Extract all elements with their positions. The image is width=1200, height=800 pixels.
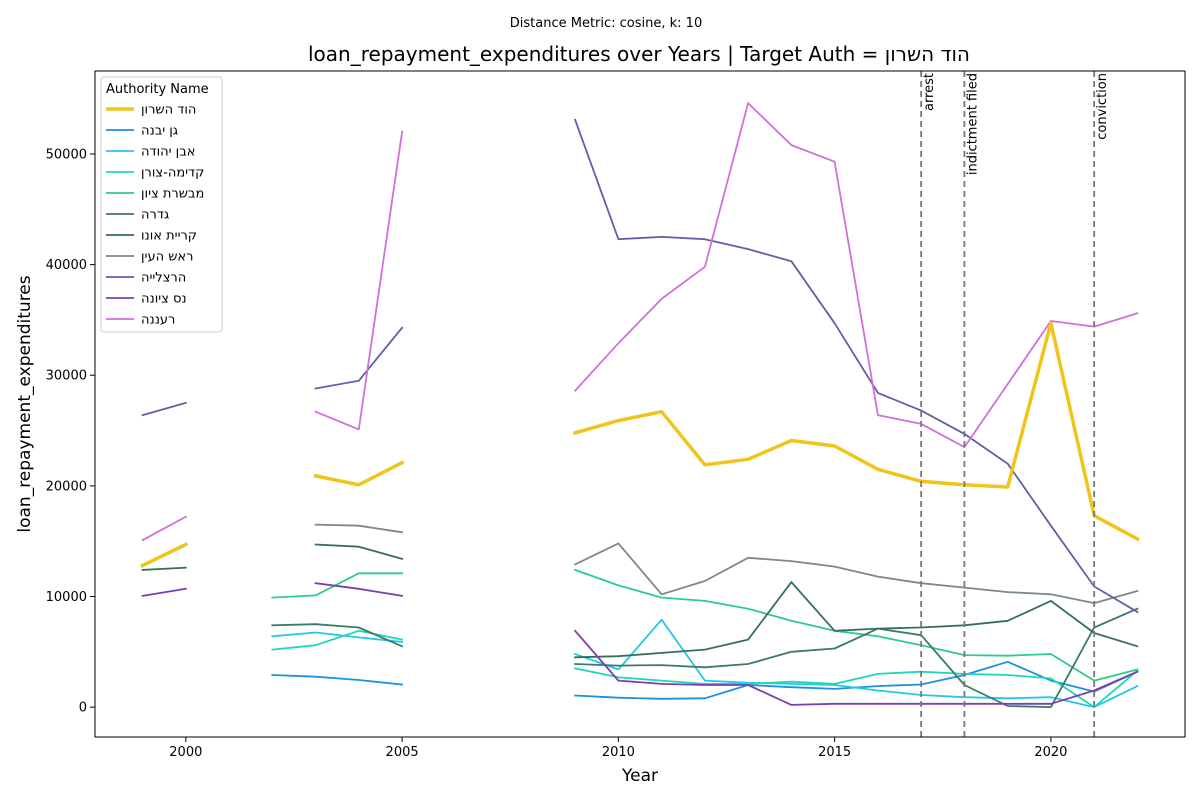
y-tick-label-4: 40000 [46, 258, 87, 273]
series-line-10 [573, 102, 1139, 448]
series-line-4 [271, 572, 403, 599]
series-line-0 [572, 321, 1140, 542]
legend-items: הוד השרון גן יבנה אבן יהודה קדימה-צורן מבשרת… [106, 103, 204, 328]
series-line-7 [573, 542, 1139, 604]
event-label-1: indictment filed [965, 73, 980, 175]
series-line-10 [314, 130, 404, 431]
series-line-8 [314, 326, 404, 390]
series-line-7 [314, 523, 404, 534]
series-line-0 [140, 542, 189, 568]
y-axis: 0 10000 20000 30000 40000 50000 [46, 147, 95, 716]
series-line-8 [141, 401, 187, 417]
legend-label-10: רעננה [141, 313, 175, 328]
plot-frame [94, 70, 1186, 738]
legend-frame [100, 76, 223, 333]
x-tick-label-2: 2010 [602, 745, 635, 760]
series-line-8 [573, 118, 1139, 614]
legend: Authority Name הוד השרון גן יבנה אבן יהודה… [100, 76, 223, 333]
event-label-0: arrest [922, 73, 937, 111]
series-line-2 [271, 631, 404, 643]
legend-label-7: ראש העין [141, 250, 193, 265]
series-line-6 [141, 566, 187, 571]
legend-label-6: קריית אונו [141, 229, 197, 244]
legend-label-4: מבשרת ציון [141, 187, 204, 202]
series-line-3 [271, 629, 404, 651]
y-tick-label-1: 10000 [46, 590, 87, 605]
legend-label-2: אבן יהודה [141, 145, 195, 160]
series-line-6 [314, 543, 404, 561]
series-line-1 [271, 674, 404, 686]
y-tick-label-0: 0 [79, 701, 87, 716]
legend-label-8: הרצלייה [141, 271, 186, 286]
series-line-9 [141, 587, 187, 597]
series-line-2 [573, 618, 1139, 708]
legend-title: Authority Name [106, 82, 209, 97]
series-line-5 [574, 607, 1139, 708]
series-line-5 [271, 623, 404, 648]
x-tick-label-4: 2020 [1034, 745, 1067, 760]
series-line-0 [313, 460, 405, 487]
chart-suptitle: Distance Metric: cosine, k: 10 [510, 16, 702, 31]
legend-label-9: נס ציונה [141, 292, 187, 307]
y-axis-label: loan_repayment_expenditures [15, 275, 35, 532]
x-axis: 2000 2005 2010 2015 2020 [169, 737, 1067, 760]
series-line-9 [314, 582, 404, 597]
series-line-10 [141, 515, 188, 542]
legend-label-5: גדרה [141, 208, 169, 223]
x-tick-label-3: 2015 [818, 745, 851, 760]
x-axis-label: Year [621, 766, 658, 786]
x-tick-label-0: 2000 [169, 745, 202, 760]
series-line-6 [574, 581, 1139, 659]
legend-label-0: הוד השרון [141, 103, 196, 118]
series-line-9 [573, 629, 1139, 706]
plot-area: arrest indictment filed conviction [140, 71, 1140, 737]
series-line-4 [573, 568, 1139, 682]
series-line-3 [574, 667, 1139, 708]
legend-label-1: גן יבנה [141, 124, 178, 139]
y-tick-label-5: 50000 [46, 147, 87, 162]
y-tick-label-3: 30000 [46, 369, 87, 384]
chart-title: loan_repayment_expenditures over Years |… [308, 42, 970, 66]
event-label-2: conviction [1095, 73, 1110, 140]
x-tick-label-1: 2005 [386, 745, 419, 760]
legend-label-3: קדימה-צורן [141, 166, 204, 181]
y-tick-label-2: 20000 [46, 479, 87, 494]
